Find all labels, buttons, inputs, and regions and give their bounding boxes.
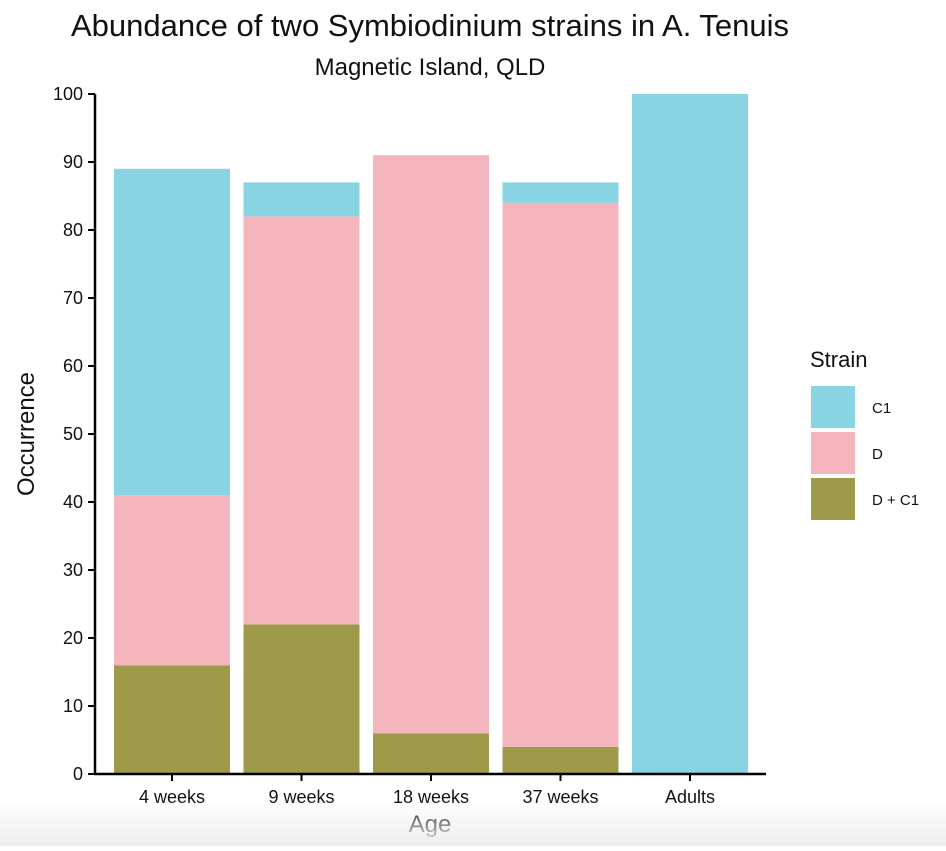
x-axis: 4 weeks 9 weeks 18 weeks 37 weeks Adults bbox=[94, 772, 766, 807]
bars-layer bbox=[114, 94, 748, 774]
legend-swatch-d-c1 bbox=[811, 478, 855, 520]
y-tick-label: 20 bbox=[63, 628, 83, 648]
chart-title: Abundance of two Symbiodinium strains in… bbox=[71, 8, 789, 43]
legend-label: D bbox=[872, 446, 883, 463]
x-tick-label: 9 weeks bbox=[268, 787, 334, 807]
bar-d-4-weeks bbox=[114, 495, 230, 666]
x-tick-label: 18 weeks bbox=[393, 787, 469, 807]
bar-d-c1-9-weeks bbox=[243, 624, 360, 774]
y-axis-title: Occurrence bbox=[13, 372, 40, 496]
bar-c1-adults bbox=[632, 94, 748, 774]
y-axis: 0 10 20 30 40 50 60 70 80 90 100 bbox=[53, 84, 97, 784]
legend-swatch-d bbox=[811, 432, 855, 474]
bar-d-9-weeks bbox=[243, 216, 360, 625]
chart-subtitle: Magnetic Island, QLD bbox=[315, 54, 546, 81]
y-tick-label: 60 bbox=[63, 356, 83, 376]
legend: Strain C1 D D + C1 bbox=[810, 347, 919, 520]
y-tick-label: 100 bbox=[53, 84, 83, 104]
y-tick-label: 80 bbox=[63, 220, 83, 240]
bar-d-c1-18-weeks bbox=[373, 733, 489, 774]
y-tick-label: 40 bbox=[63, 492, 83, 512]
x-axis-title: Age bbox=[409, 811, 452, 838]
y-tick-label: 90 bbox=[63, 152, 83, 172]
bar-d-c1-4-weeks bbox=[114, 665, 230, 774]
bar-d-18-weeks bbox=[373, 155, 489, 734]
bar-c1-37-weeks bbox=[502, 182, 619, 203]
x-tick-label: 37 weeks bbox=[522, 787, 598, 807]
y-tick-label: 0 bbox=[73, 764, 83, 784]
x-tick-label: Adults bbox=[665, 787, 715, 807]
legend-title: Strain bbox=[810, 347, 867, 372]
legend-swatch-c1 bbox=[811, 386, 855, 428]
legend-label: D + C1 bbox=[872, 492, 919, 509]
bar-d-37-weeks bbox=[502, 202, 619, 747]
bar-c1-4-weeks bbox=[114, 168, 230, 496]
x-tick-label: 4 weeks bbox=[139, 787, 205, 807]
bar-d-c1-37-weeks bbox=[502, 746, 619, 774]
y-tick-label: 10 bbox=[63, 696, 83, 716]
y-tick-label: 30 bbox=[63, 560, 83, 580]
y-tick-label: 50 bbox=[63, 424, 83, 444]
y-tick-label: 70 bbox=[63, 288, 83, 308]
bar-c1-9-weeks bbox=[243, 182, 360, 217]
legend-label: C1 bbox=[872, 400, 891, 417]
